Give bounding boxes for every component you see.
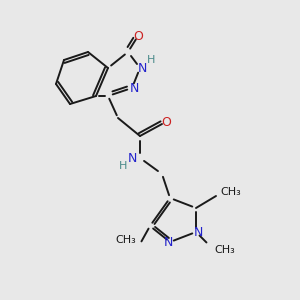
Text: H: H — [147, 55, 155, 65]
Text: CH₃: CH₃ — [214, 245, 235, 255]
Text: N: N — [193, 226, 203, 238]
Text: N: N — [129, 82, 139, 94]
Text: CH₃: CH₃ — [220, 187, 241, 197]
Text: O: O — [161, 116, 171, 128]
Text: CH₃: CH₃ — [115, 235, 136, 245]
Text: N: N — [127, 152, 137, 164]
Text: H: H — [119, 161, 127, 171]
Text: N: N — [163, 236, 173, 248]
Text: O: O — [133, 29, 143, 43]
Text: N: N — [137, 61, 147, 74]
